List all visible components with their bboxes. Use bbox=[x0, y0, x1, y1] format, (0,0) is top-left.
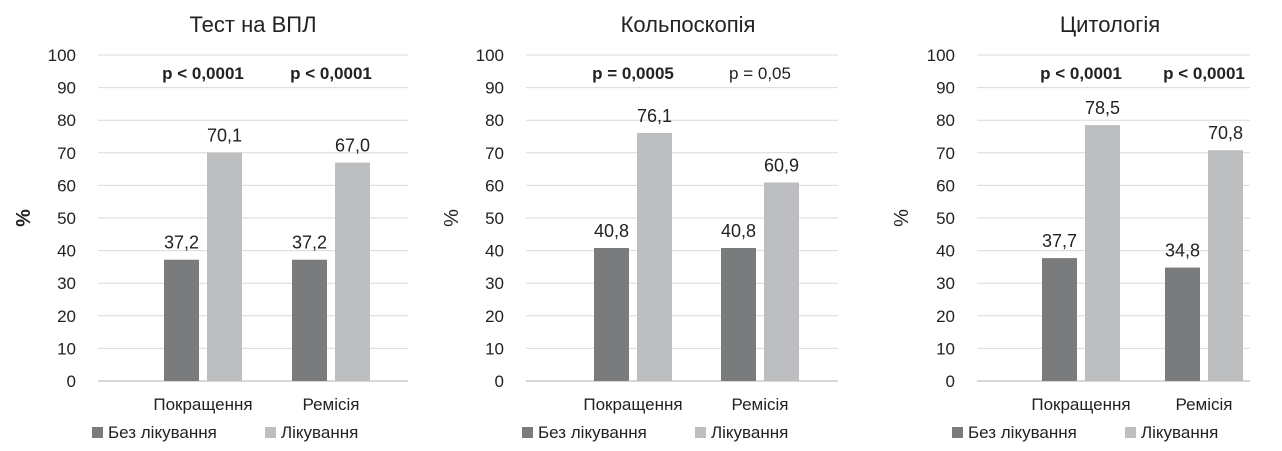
p-value-annotation: p = 0,05 bbox=[729, 64, 791, 83]
y-tick-label: 100 bbox=[476, 46, 504, 65]
y-axis-label: % bbox=[441, 209, 463, 227]
y-tick-label: 70 bbox=[936, 144, 955, 163]
data-label: 76,1 bbox=[637, 106, 672, 126]
y-tick-label: 10 bbox=[936, 339, 955, 358]
y-axis-label: % bbox=[891, 209, 913, 227]
y-tick-label: 10 bbox=[57, 339, 76, 358]
y-tick-label: 40 bbox=[57, 242, 76, 261]
y-tick-label: 100 bbox=[48, 46, 76, 65]
bar bbox=[1085, 125, 1120, 381]
p-value-annotation: p < 0,0001 bbox=[162, 64, 244, 83]
data-label: 34,8 bbox=[1165, 241, 1200, 261]
data-label: 78,5 bbox=[1085, 98, 1120, 118]
data-label: 70,1 bbox=[207, 125, 242, 145]
bar bbox=[1208, 150, 1243, 381]
y-tick-label: 80 bbox=[485, 111, 504, 130]
legend-label: Без лікування bbox=[108, 423, 217, 442]
x-tick-label: Ремісія bbox=[303, 395, 360, 414]
y-tick-label: 0 bbox=[495, 372, 504, 391]
y-tick-label: 100 bbox=[927, 46, 955, 65]
y-tick-label: 60 bbox=[57, 176, 76, 195]
x-tick-label: Ремісія bbox=[1176, 395, 1233, 414]
chart-title: Тест на ВПЛ bbox=[189, 12, 316, 37]
bar bbox=[637, 132, 672, 381]
x-tick-label: Покращення bbox=[153, 395, 252, 414]
y-tick-label: 90 bbox=[485, 79, 504, 98]
y-tick-label: 70 bbox=[485, 144, 504, 163]
x-tick-label: Покращення bbox=[583, 395, 682, 414]
bar bbox=[764, 182, 799, 381]
y-tick-label: 40 bbox=[485, 242, 504, 261]
bar bbox=[594, 247, 629, 381]
y-tick-label: 80 bbox=[57, 111, 76, 130]
y-tick-label: 0 bbox=[946, 372, 955, 391]
y-tick-label: 50 bbox=[57, 209, 76, 228]
bar bbox=[292, 259, 327, 381]
y-tick-label: 50 bbox=[485, 209, 504, 228]
bar bbox=[164, 259, 199, 381]
legend-swatch bbox=[1125, 427, 1136, 438]
data-label: 60,9 bbox=[764, 155, 799, 175]
legend-label: Лікування bbox=[1141, 423, 1218, 442]
y-tick-label: 70 bbox=[57, 144, 76, 163]
y-tick-label: 10 bbox=[485, 339, 504, 358]
y-tick-label: 90 bbox=[57, 79, 76, 98]
y-tick-label: 30 bbox=[57, 274, 76, 293]
y-tick-label: 80 bbox=[936, 111, 955, 130]
y-tick-label: 0 bbox=[67, 372, 76, 391]
y-tick-label: 30 bbox=[485, 274, 504, 293]
p-value-annotation: p = 0,0005 bbox=[592, 64, 674, 83]
p-value-annotation: p < 0,0001 bbox=[1163, 64, 1245, 83]
legend-label: Лікування bbox=[281, 423, 358, 442]
y-tick-label: 50 bbox=[936, 209, 955, 228]
legend-swatch bbox=[92, 427, 103, 438]
x-tick-label: Ремісія bbox=[732, 395, 789, 414]
chart-panel-3: Цитологія 0 10 20 30 40 50 60 70 80 90 100% 37,7 78,5… bbox=[891, 12, 1250, 442]
y-tick-label: 90 bbox=[936, 79, 955, 98]
data-label: 67,0 bbox=[335, 136, 370, 156]
bar bbox=[335, 162, 370, 381]
x-tick-label: Покращення bbox=[1031, 395, 1130, 414]
legend-label: Без лікування bbox=[968, 423, 1077, 442]
y-tick-label: 60 bbox=[936, 176, 955, 195]
data-label: 37,2 bbox=[292, 233, 327, 253]
data-label: 37,7 bbox=[1042, 231, 1077, 251]
chart-title: Цитологія bbox=[1060, 12, 1160, 37]
legend-swatch bbox=[952, 427, 963, 438]
y-tick-label: 30 bbox=[936, 274, 955, 293]
y-axis-label: % bbox=[13, 209, 35, 227]
legend-swatch bbox=[265, 427, 276, 438]
y-tick-label: 60 bbox=[485, 176, 504, 195]
p-value-annotation: p < 0,0001 bbox=[290, 64, 372, 83]
legend-label: Без лікування bbox=[538, 423, 647, 442]
bar bbox=[1165, 267, 1200, 381]
data-label: 40,8 bbox=[594, 221, 629, 241]
data-label: 37,2 bbox=[164, 233, 199, 253]
y-tick-label: 40 bbox=[936, 242, 955, 261]
y-tick-label: 20 bbox=[485, 307, 504, 326]
p-value-annotation: p < 0,0001 bbox=[1040, 64, 1122, 83]
legend-swatch bbox=[695, 427, 706, 438]
bar bbox=[1042, 258, 1077, 381]
chart-panel-2: Кольпоскопія 0 10 20 30 40 50 60 70 80 90 100% 40,8 7… bbox=[441, 12, 838, 442]
bar bbox=[721, 247, 756, 381]
y-tick-label: 20 bbox=[57, 307, 76, 326]
data-label: 40,8 bbox=[721, 221, 756, 241]
chart-title: Кольпоскопія bbox=[621, 12, 756, 37]
data-label: 70,8 bbox=[1208, 123, 1243, 143]
y-tick-label: 20 bbox=[936, 307, 955, 326]
legend-label: Лікування bbox=[711, 423, 788, 442]
bar bbox=[207, 152, 242, 381]
legend-swatch bbox=[522, 427, 533, 438]
chart-panel-1: Тест на ВПЛ 0 10 20 30 40 50 60 70 80 90 100% 37,2 70… bbox=[13, 12, 408, 442]
